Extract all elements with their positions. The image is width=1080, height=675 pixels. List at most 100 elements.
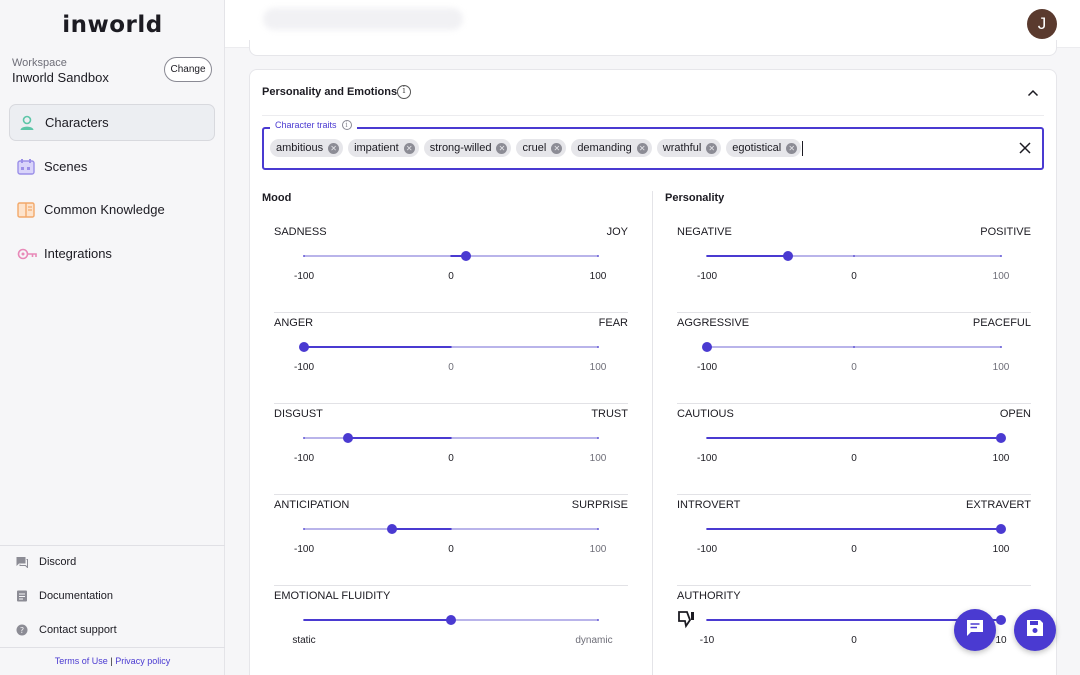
- footer-link-contact-support[interactable]: ? Contact support: [16, 624, 117, 636]
- nav-item-characters[interactable]: Characters: [9, 104, 215, 141]
- change-workspace-button[interactable]: Change: [164, 57, 212, 82]
- slider-track[interactable]: [303, 615, 599, 625]
- remove-chip-icon[interactable]: ✕: [551, 142, 563, 154]
- slider-tick: [303, 527, 305, 530]
- slider-track[interactable]: [303, 251, 599, 261]
- slider-min-value: -100: [293, 453, 315, 464]
- slider-left-label: INTROVERT: [677, 499, 741, 511]
- slider-tick: [450, 436, 452, 439]
- remove-chip-icon[interactable]: ✕: [403, 142, 415, 154]
- info-icon[interactable]: i: [341, 120, 352, 130]
- slider-max-value: 100: [589, 544, 607, 555]
- trait-chip-label: impatient: [354, 142, 399, 154]
- slider-fill: [392, 528, 451, 530]
- terms-link[interactable]: Terms of Use: [54, 656, 108, 666]
- thumbs-down-icon: [677, 609, 697, 629]
- mood-slider-row: ANGER FEAR -100 0 100: [274, 313, 628, 404]
- trait-chip-label: demanding: [577, 142, 632, 154]
- slider-left-label: SADNESS: [274, 226, 327, 238]
- text-caret: [802, 141, 803, 156]
- nav-item-integrations[interactable]: Integrations: [9, 235, 215, 272]
- trait-chip: egotistical ✕: [726, 139, 802, 157]
- slider-mid-value: 0: [448, 271, 454, 282]
- clear-icon[interactable]: [1018, 141, 1032, 155]
- slider-track[interactable]: [702, 342, 1002, 352]
- trait-chip-label: egotistical: [732, 142, 782, 154]
- slider-min-value: -10: [699, 635, 715, 646]
- slider-right-label: POSITIVE: [980, 226, 1031, 238]
- slider-left-label: AUTHORITY: [677, 590, 741, 602]
- section-divider: [262, 115, 1044, 116]
- privacy-link[interactable]: Privacy policy: [115, 656, 171, 666]
- inworld-logo[interactable]: inworld: [62, 12, 163, 38]
- remove-chip-icon[interactable]: ✕: [636, 142, 648, 154]
- slider-tick: [1000, 345, 1002, 348]
- slider-track[interactable]: [706, 433, 1006, 443]
- nav-label: Scenes: [44, 159, 88, 174]
- character-traits-input[interactable]: Character traits i ambitious ✕ impatient ✕ s…: [262, 120, 1044, 170]
- info-icon[interactable]: i: [397, 85, 411, 99]
- slider-mid-value: 0: [851, 271, 857, 282]
- trait-chip: strong-willed ✕: [423, 139, 512, 157]
- trait-chip-label: cruel: [522, 142, 547, 154]
- footer-link-documentation[interactable]: Documentation: [16, 590, 113, 602]
- slider-thumb[interactable]: [343, 433, 354, 443]
- slider-tick: [1000, 254, 1002, 257]
- slider-min-value: -100: [696, 362, 718, 373]
- slider-tick: [450, 345, 452, 348]
- slider-max-value: dynamic: [575, 635, 613, 646]
- personality-slider-row: CAUTIOUS OPEN -100 0 100: [677, 404, 1031, 495]
- slider-thumb[interactable]: [996, 615, 1006, 625]
- slider-thumb[interactable]: [782, 251, 793, 261]
- user-avatar[interactable]: J: [1027, 9, 1057, 39]
- slider-track[interactable]: [706, 615, 1006, 625]
- chevron-up-icon[interactable]: [1027, 86, 1039, 98]
- save-fab-button[interactable]: [1014, 609, 1056, 651]
- slider-track[interactable]: [299, 342, 599, 352]
- remove-chip-icon[interactable]: ✕: [786, 142, 798, 154]
- footer-label: Contact support: [39, 624, 117, 636]
- footer-label: Discord: [39, 556, 77, 568]
- document-icon: [16, 590, 28, 602]
- slider-thumb[interactable]: [460, 251, 471, 261]
- scenes-icon: [17, 158, 35, 176]
- nav-item-common-knowledge[interactable]: Common Knowledge: [9, 191, 215, 228]
- slider-max-value: 100: [992, 362, 1010, 373]
- slider-tick: [303, 254, 305, 257]
- remove-chip-icon[interactable]: ✕: [706, 142, 718, 154]
- remove-chip-icon[interactable]: ✕: [496, 142, 508, 154]
- slider-fill: [304, 346, 451, 348]
- slider-left-label: CAUTIOUS: [677, 408, 734, 420]
- slider-min-value: static: [292, 635, 316, 646]
- slider-track[interactable]: [303, 433, 599, 443]
- slider-thumb[interactable]: [446, 615, 456, 625]
- slider-track[interactable]: [706, 251, 1002, 261]
- slider-thumb[interactable]: [702, 342, 712, 352]
- footer-link-discord[interactable]: Discord: [16, 556, 77, 569]
- traits-field-label: Character traits i: [270, 120, 357, 130]
- chat-icon: [16, 556, 28, 569]
- chat-fab-button[interactable]: [954, 609, 996, 651]
- slider-thumb[interactable]: [387, 524, 398, 534]
- slider-fill: [707, 437, 1001, 439]
- personality-slider-row: NEGATIVE POSITIVE -100 0 100: [677, 222, 1031, 313]
- nav-item-scenes[interactable]: Scenes: [9, 148, 215, 185]
- slider-thumb[interactable]: [299, 342, 309, 352]
- slider-thumb[interactable]: [996, 433, 1006, 443]
- slider-fill: [348, 437, 451, 439]
- person-icon: [18, 114, 36, 132]
- slider-track[interactable]: [706, 524, 1006, 534]
- section-title: Personality and Emotions: [262, 86, 398, 98]
- slider-mid-value: 0: [851, 635, 857, 646]
- save-icon: [1026, 619, 1044, 642]
- slider-track[interactable]: [303, 524, 599, 534]
- remove-chip-icon[interactable]: ✕: [328, 142, 340, 154]
- slider-left-label: NEGATIVE: [677, 226, 732, 238]
- mood-slider-row: ANTICIPATION SURPRISE -100 0 100: [274, 495, 628, 586]
- slider-right-label: OPEN: [999, 408, 1031, 420]
- trait-chip-label: strong-willed: [429, 142, 492, 154]
- nav-label: Characters: [45, 115, 109, 130]
- slider-thumb[interactable]: [996, 524, 1006, 534]
- slider-mid-value: 0: [851, 453, 857, 464]
- slider-tick: [597, 527, 599, 530]
